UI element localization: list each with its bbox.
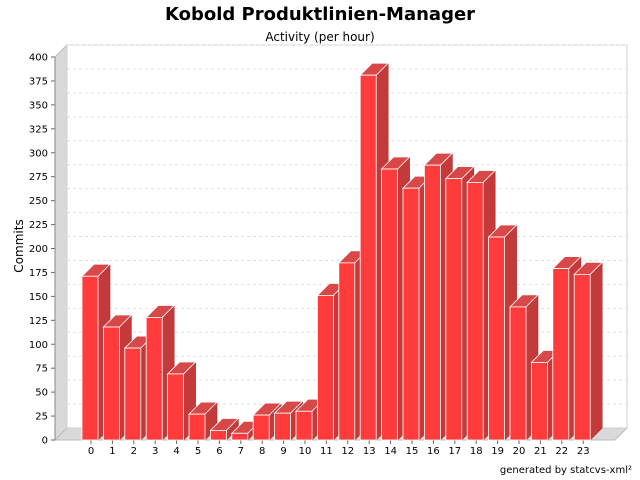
x-tick-label: 10 bbox=[299, 446, 312, 457]
y-tick-label: 350 bbox=[29, 100, 48, 111]
x-tick-label: 20 bbox=[513, 446, 526, 457]
x-tick-label: 0 bbox=[88, 446, 94, 457]
x-tick-label: 8 bbox=[259, 446, 265, 457]
x-tick-label: 4 bbox=[173, 446, 179, 457]
bar-front bbox=[445, 178, 463, 441]
bar-front bbox=[188, 413, 206, 441]
x-tick-label: 23 bbox=[577, 446, 590, 457]
y-tick-label: 100 bbox=[29, 340, 48, 351]
axes bbox=[51, 56, 584, 444]
bar-front bbox=[509, 306, 527, 441]
bar-front bbox=[359, 74, 377, 441]
bar-front bbox=[338, 262, 356, 441]
bar-front bbox=[103, 326, 120, 441]
y-tick-label: 225 bbox=[29, 220, 48, 231]
bar-front bbox=[252, 414, 270, 441]
bar bbox=[166, 361, 197, 441]
tick-labels: 0255075100125150175200225250275300325350… bbox=[29, 53, 590, 458]
x-tick-label: 19 bbox=[491, 446, 504, 457]
bar-side bbox=[589, 261, 603, 441]
x-tick-label: 14 bbox=[384, 446, 397, 457]
y-tick-label: 375 bbox=[29, 76, 48, 87]
x-tick-label: 13 bbox=[363, 446, 376, 457]
x-tick-label: 7 bbox=[238, 446, 244, 457]
y-tick-label: 250 bbox=[29, 196, 48, 207]
bar bbox=[573, 261, 604, 441]
bar-front bbox=[167, 373, 185, 441]
x-tick-label: 18 bbox=[470, 446, 483, 457]
bar-front bbox=[573, 273, 591, 441]
bar-front bbox=[209, 430, 227, 441]
x-tick-label: 17 bbox=[448, 446, 461, 457]
x-tick-label: 5 bbox=[195, 446, 201, 457]
left-wall bbox=[54, 43, 68, 442]
bars bbox=[81, 62, 604, 441]
bar-front bbox=[81, 275, 99, 441]
bar-front bbox=[531, 362, 548, 441]
chart-title: Kobold Produktlinien-Manager bbox=[164, 4, 476, 25]
x-tick-label: 2 bbox=[131, 446, 137, 457]
bar-front bbox=[552, 268, 570, 441]
y-tick-label: 125 bbox=[29, 316, 48, 327]
x-tick-label: 12 bbox=[341, 446, 354, 457]
y-tick-label: 0 bbox=[42, 436, 48, 447]
bar-front bbox=[466, 182, 484, 441]
y-tick-label: 175 bbox=[29, 268, 48, 279]
x-tick-label: 1 bbox=[109, 446, 115, 457]
y-tick-label: 25 bbox=[35, 412, 48, 423]
x-tick-label: 11 bbox=[320, 446, 333, 457]
x-tick-label: 21 bbox=[534, 446, 547, 457]
x-tick-label: 6 bbox=[216, 446, 222, 457]
bar bbox=[209, 417, 240, 441]
y-tick-label: 400 bbox=[29, 53, 48, 64]
bar-front bbox=[316, 295, 334, 441]
bar-front bbox=[274, 412, 292, 441]
x-tick-label: 9 bbox=[280, 446, 286, 457]
y-tick-label: 150 bbox=[29, 292, 48, 303]
y-tick-label: 275 bbox=[29, 172, 48, 183]
bar-front bbox=[488, 236, 506, 441]
bar-front bbox=[402, 187, 420, 441]
bar-front bbox=[124, 347, 142, 441]
x-tick-label: 3 bbox=[152, 446, 158, 457]
x-tick-label: 22 bbox=[555, 446, 568, 457]
y-axis-label: Commits bbox=[12, 219, 26, 272]
bar-front bbox=[423, 164, 441, 441]
bar-front bbox=[381, 168, 399, 441]
y-tick-label: 75 bbox=[35, 364, 48, 375]
x-tick-label: 15 bbox=[406, 446, 419, 457]
x-tick-label: 16 bbox=[427, 446, 440, 457]
bar-front bbox=[231, 432, 249, 441]
y-tick-label: 325 bbox=[29, 124, 48, 135]
y-tick-label: 200 bbox=[29, 244, 48, 255]
chart-subtitle: Activity (per hour) bbox=[265, 30, 375, 44]
bar-front bbox=[145, 317, 163, 441]
y-tick-label: 50 bbox=[35, 388, 48, 399]
bar-front bbox=[295, 410, 313, 441]
generator-footer: generated by statcvs-xml² bbox=[499, 465, 632, 476]
y-tick-label: 300 bbox=[29, 148, 48, 159]
